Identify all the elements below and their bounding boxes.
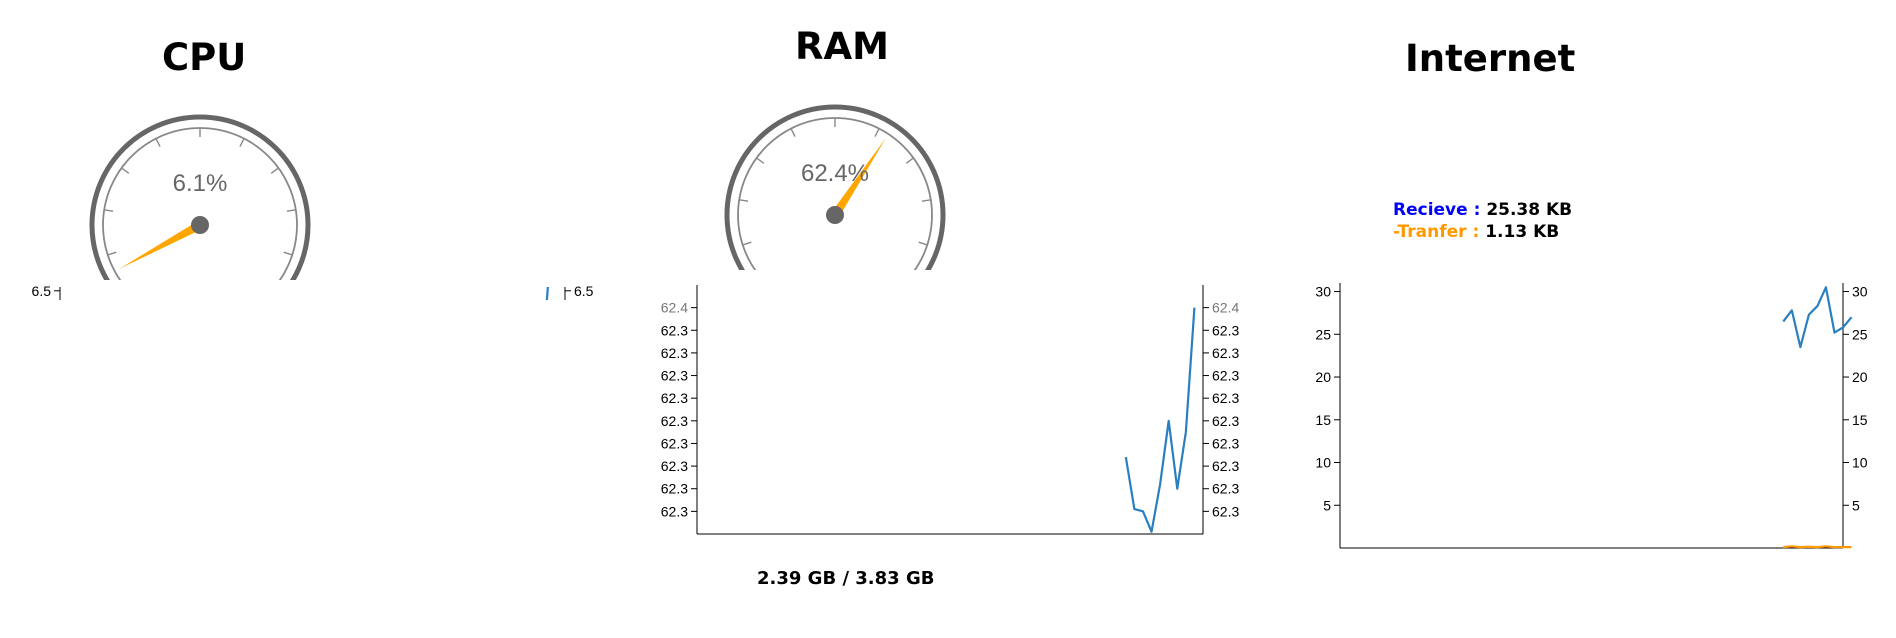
ram-gauge: 62.4%	[724, 104, 946, 270]
ram-gauge-tick	[742, 241, 752, 246]
cpu-gauge-tick	[286, 209, 296, 212]
cpu-gauge-tick	[107, 251, 117, 256]
ram-line-chart: 62.4 62.4 62.3 62.3 62.3 62.3 62.3 62.3 62.3 62.3…	[661, 285, 1239, 535]
ram-right-tick-label: 62.3	[1212, 481, 1239, 497]
ram-right-tick-label: 62.4	[1212, 300, 1239, 316]
cpu-gauge-tick	[104, 209, 114, 212]
ram-left-tick-label: 62.3	[661, 368, 688, 384]
internet-title: Internet	[1405, 37, 1576, 80]
ram-gauge-tick	[874, 128, 880, 137]
ram-gauge-outer-arc	[724, 104, 946, 270]
receive-row: Recieve : 25.38 KB	[1393, 199, 1572, 221]
ram-left-tick-label: 62.4	[661, 300, 688, 316]
ram-gauge-needle	[831, 138, 886, 218]
cpu-title: CPU	[162, 36, 247, 79]
cpu-gauge-value: 6.1%	[173, 170, 228, 197]
ram-title: RAM	[795, 25, 889, 68]
ram-right-tick-label: 62.3	[1212, 390, 1239, 406]
cpu-gauge-tick	[270, 167, 279, 174]
ram-right-tick-label: 62.3	[1212, 503, 1239, 519]
ram-gauge-tick	[756, 157, 765, 164]
ram-gauge-tick	[739, 199, 749, 202]
cpu-line-chart: 6.56.5665.55.5554.54.5443.53.5	[32, 283, 594, 300]
ram-gauge-hub	[826, 206, 844, 224]
cpu-gauge-inner-arc	[102, 127, 298, 280]
cpu-gauge-tick	[239, 138, 245, 147]
net-left-tick-label: 25	[1315, 326, 1331, 342]
ram-left-tick-label: 62.3	[661, 458, 688, 474]
net-right-tick-label: 30	[1852, 284, 1868, 300]
net-right-tick-label: 15	[1852, 412, 1868, 428]
transfer-row: -Tranfer : 1.13 KB	[1393, 221, 1572, 243]
net-right-tick-label: 10	[1852, 455, 1868, 471]
net-left-tick-label: 20	[1315, 369, 1331, 385]
transfer-value: 1.13 KB	[1485, 222, 1560, 242]
cpu-gauge: 6.1%	[89, 114, 311, 280]
ram-right-tick-label: 62.3	[1212, 368, 1239, 384]
cpu-gauge-tick	[121, 167, 130, 174]
cpu-gauge-hub	[191, 216, 209, 234]
ram-gauge-tick	[921, 199, 931, 202]
ram-right-tick-label: 62.3	[1212, 345, 1239, 361]
net-left-tick-label: 30	[1315, 284, 1331, 300]
internet-legend: Recieve : 25.38 KB -Tranfer : 1.13 KB	[1393, 199, 1572, 243]
ram-gauge-tick	[790, 128, 796, 137]
net-right-tick-label: 20	[1852, 369, 1868, 385]
ram-left-tick-label: 62.3	[661, 413, 688, 429]
ram-right-tick-label: 62.3	[1212, 458, 1239, 474]
cpu-gauge-tick	[283, 251, 293, 256]
ram-gauge-inner-arc	[737, 117, 933, 270]
transfer-label: -Tranfer :	[1393, 222, 1480, 242]
ram-gauge-value: 62.4%	[801, 160, 869, 187]
receive-value: 25.38 KB	[1486, 200, 1573, 220]
ram-left-tick-label: 62.3	[661, 481, 688, 497]
net-right-tick-label: 5	[1852, 497, 1860, 513]
ram-right-tick-label: 62.3	[1212, 435, 1239, 451]
cpu-gauge-needle	[119, 221, 203, 269]
net-series-line-1	[1783, 545, 1852, 549]
cpu-gauge-outer-arc	[89, 114, 311, 280]
ram-gauge-tick	[905, 157, 914, 164]
cpu-gauge-tick	[155, 138, 161, 147]
net-left-tick-label: 10	[1315, 455, 1331, 471]
net-right-tick-label: 25	[1852, 326, 1868, 342]
ram-left-tick-label: 62.3	[661, 503, 688, 519]
internet-line-chart: 30 30 25 25 20 20 15 15 10 10 5 5	[1315, 283, 1868, 549]
ram-left-tick-label: 62.3	[661, 435, 688, 451]
cpu-left-tick-label: 6.5	[32, 283, 52, 299]
cpu-right-tick-label: 6.5	[574, 283, 594, 299]
net-left-tick-label: 15	[1315, 412, 1331, 428]
net-left-tick-label: 5	[1323, 497, 1331, 513]
ram-left-tick-label: 62.3	[661, 345, 688, 361]
ram-right-tick-label: 62.3	[1212, 413, 1239, 429]
net-series-line-0	[1782, 286, 1853, 349]
ram-right-tick-label: 62.3	[1212, 322, 1239, 338]
receive-label: Recieve :	[1393, 200, 1481, 220]
ram-left-tick-label: 62.3	[661, 322, 688, 338]
ram-series-line-0	[1124, 307, 1196, 533]
ram-left-tick-label: 62.3	[661, 390, 688, 406]
ram-usage: 2.39 GB / 3.83 GB	[757, 568, 935, 589]
ram-gauge-tick	[918, 241, 928, 246]
